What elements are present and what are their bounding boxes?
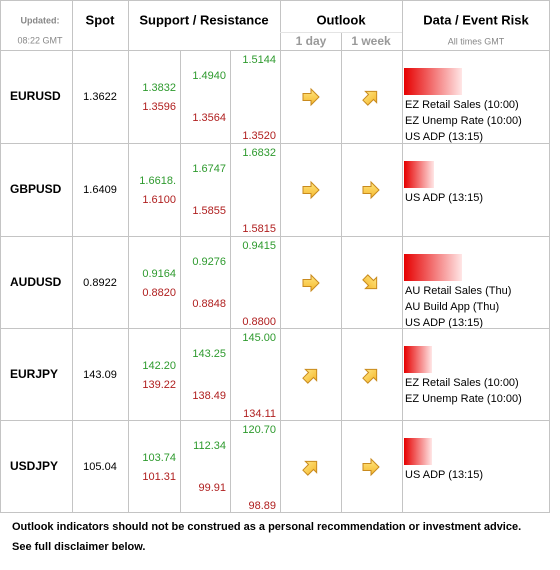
pair: EURJPY	[10, 367, 58, 381]
support: 139.22	[142, 379, 176, 391]
outlook-arrow	[362, 457, 380, 477]
resistance: 145.00	[242, 332, 276, 344]
resistance: 143.25	[192, 348, 226, 360]
event: EZ Retail Sales (10:00)	[405, 99, 519, 111]
updated-time: 08:22 GMT	[17, 35, 63, 45]
resistance: 0.9415	[242, 240, 276, 252]
outlook-arrow	[302, 180, 320, 200]
resistance: 0.9164	[142, 268, 176, 280]
event: AU Build App (Thu)	[405, 301, 499, 313]
risk-bar	[404, 161, 434, 188]
outlook-arrow	[362, 274, 378, 290]
spot: 1.6409	[83, 184, 117, 196]
support: 0.8800	[242, 316, 276, 328]
disclaimer: Outlook indicators should not be constru…	[12, 521, 521, 533]
event: US ADP (13:15)	[405, 317, 483, 329]
support: 1.5855	[192, 205, 226, 217]
pair: GBPUSD	[10, 182, 62, 196]
event: AU Retail Sales (Thu)	[405, 285, 511, 297]
outlook-arrow	[302, 87, 320, 107]
pair: EURUSD	[10, 89, 61, 103]
pair: AUDUSD	[10, 275, 62, 289]
support: 0.8848	[192, 298, 226, 310]
updated-label: Updated:	[21, 15, 60, 25]
disclaimer: See full disclaimer below.	[12, 541, 145, 553]
support: 1.3520	[242, 130, 276, 142]
event: EZ Unemp Rate (10:00)	[405, 393, 522, 405]
resistance: 1.6832	[242, 147, 276, 159]
outlook-arrow	[362, 90, 378, 106]
outlook-arrow	[362, 368, 378, 384]
support: 1.6100	[142, 194, 176, 206]
outlook-1week: 1 week	[351, 34, 391, 48]
outlook-1day: 1 day	[296, 34, 327, 48]
support: 98.89	[248, 500, 276, 512]
event: EZ Retail Sales (10:00)	[405, 377, 519, 389]
support: 101.31	[142, 471, 176, 483]
resistance: 103.74	[142, 452, 176, 464]
resistance: 1.5144	[242, 54, 276, 66]
support: 1.3564	[192, 112, 226, 124]
support: 99.91	[198, 482, 226, 494]
outlook-arrow	[302, 460, 318, 476]
resistance: 112.34	[193, 440, 226, 452]
risk-bar	[404, 438, 432, 465]
event: US ADP (13:15)	[405, 192, 483, 204]
risk-bar	[404, 68, 462, 95]
support: 1.5815	[242, 223, 276, 235]
resistance: 0.9276	[192, 256, 226, 268]
support: 1.3596	[142, 101, 176, 113]
support: 138.49	[192, 390, 226, 402]
resistance: 1.3832	[142, 82, 176, 94]
outlook-header: Outlook	[316, 12, 366, 27]
support: 0.8820	[142, 287, 176, 299]
resistance: 1.4940	[192, 70, 226, 82]
event: EZ Unemp Rate (10:00)	[405, 115, 522, 127]
risk-bar	[404, 346, 432, 373]
risk-bar	[404, 254, 462, 281]
spot: 0.8922	[83, 277, 117, 289]
spot-header: Spot	[86, 12, 116, 27]
pair: USDJPY	[10, 459, 58, 473]
resistance: 142.20	[142, 360, 176, 372]
event-header: Data / Event Risk	[423, 12, 529, 27]
outlook-arrow	[302, 273, 320, 293]
spot: 143.09	[83, 369, 117, 381]
times-note: All times GMT	[448, 36, 505, 46]
support: 134.11	[243, 408, 276, 420]
spot: 105.04	[83, 461, 117, 473]
outlook-arrow	[362, 180, 380, 200]
event: US ADP (13:15)	[405, 131, 483, 143]
resistance: 1.6747	[192, 163, 226, 175]
resistance: 1.6618.	[139, 175, 176, 187]
table-grid	[0, 0, 550, 513]
spot: 1.3622	[83, 91, 117, 103]
event: US ADP (13:15)	[405, 469, 483, 481]
resistance: 120.70	[242, 424, 276, 436]
outlook-arrow	[302, 368, 318, 384]
sr-header: Support / Resistance	[139, 12, 268, 27]
